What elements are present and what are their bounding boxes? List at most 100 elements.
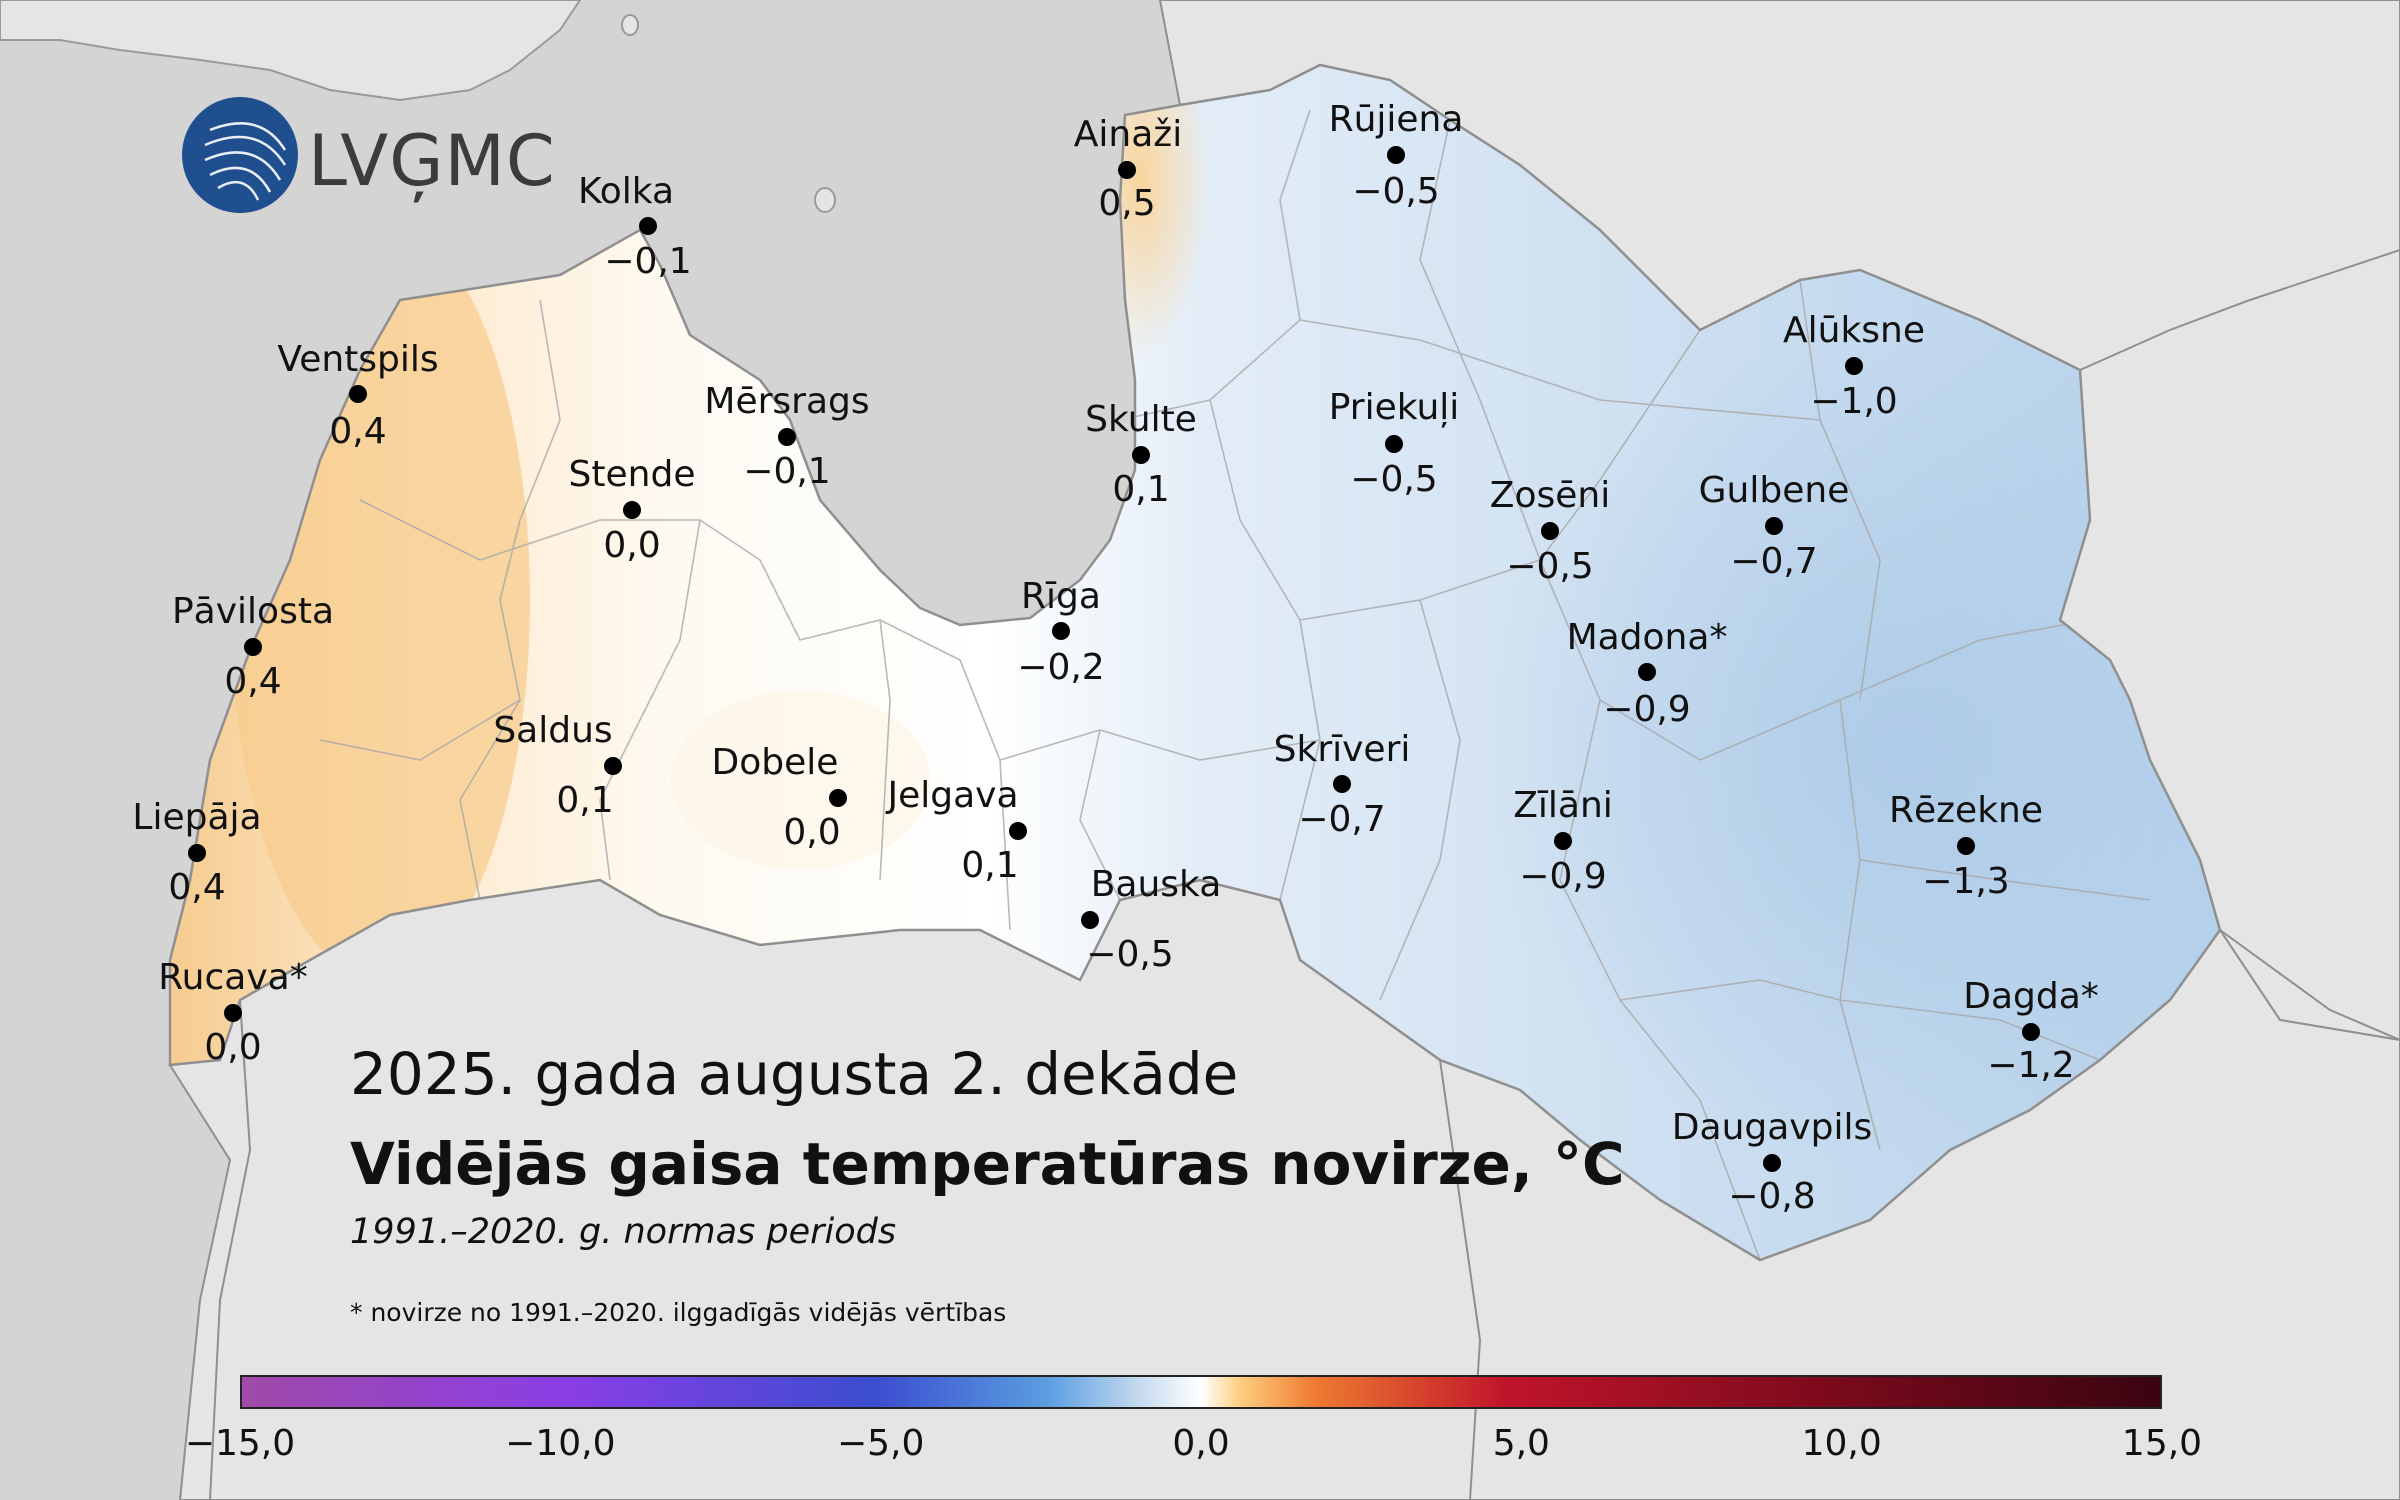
station-dot-daugavpils [1763,1154,1781,1172]
station-name-dobele: Dobele [711,742,839,783]
island-ruhnu [814,187,836,213]
municipal-borders [319,109,2151,1260]
scale-tick-label: 0,0 [1172,1423,1230,1464]
station-dot-zoseni [1541,522,1559,540]
station-value-gulbene: −0,7 [1730,541,1818,582]
station-dot-mersrags [778,428,796,446]
station-dot-dagda [2022,1023,2040,1041]
station-dot-pavilosta [244,638,262,656]
lvgmc-logo-text: LVĢMC [308,120,556,202]
station-name-mersrags: Mērsrags [704,381,870,422]
station-value-daugavpils: −0,8 [1728,1176,1816,1217]
station-dot-gulbene [1765,517,1783,535]
station-dot-madona [1638,663,1656,681]
border-lithuania-belarus [1439,1059,1482,1500]
station-name-ventspils: Ventspils [277,339,439,380]
station-name-saldus: Saldus [493,710,613,751]
station-name-aluksne: Alūksne [1782,310,1926,351]
station-dot-ainazi [1118,161,1136,179]
scale-tick-label: 10,0 [1801,1423,1882,1464]
scale-tick-label: 5,0 [1492,1423,1550,1464]
station-value-skriveri: −0,7 [1298,799,1386,840]
title-norm-period: 1991.–2020. g. normas periods [350,1212,897,1252]
station-value-ainazi: 0,5 [1098,183,1156,224]
station-value-zilani: −0,9 [1519,856,1607,897]
station-name-dagda: Dagda* [1963,976,2099,1017]
station-dot-riga [1052,622,1070,640]
station-value-riga: −0,2 [1017,647,1105,688]
station-value-priekuli: −0,5 [1350,459,1438,500]
station-value-saldus: 0,1 [556,780,614,821]
station-name-kolka: Kolka [577,171,675,212]
station-value-dobele: 0,0 [783,812,841,853]
border-estonia-russia [2079,249,2400,371]
station-name-zilani: Zīlāni [1513,785,1613,826]
station-dots [188,146,2040,1172]
station-dot-rezekne [1957,837,1975,855]
title-main: Vidējās gaisa temperatūras novirze, °C [350,1130,1625,1198]
station-dot-rujiena [1387,146,1405,164]
station-dot-liepaja [188,844,206,862]
station-value-rucava: 0,0 [204,1027,262,1068]
station-name-rucava: Rucava* [158,957,308,998]
station-value-zoseni: −0,5 [1506,546,1594,587]
station-name-skriveri: Skrīveri [1273,729,1411,770]
footnote: * novirze no 1991.–2020. ilggadīgās vidē… [350,1298,1007,1327]
island-small [621,14,639,36]
station-value-skulte: 0,1 [1112,469,1170,510]
station-name-zoseni: Zosēni [1489,475,1611,516]
title-period: 2025. gada augusta 2. dekāde [350,1040,1239,1108]
station-value-dagda: −1,2 [1987,1045,2075,1086]
station-dot-rucava [224,1004,242,1022]
station-dot-saldus [604,757,622,775]
station-name-rujiena: Rūjiena [1328,99,1464,140]
border-coast-south [209,999,252,1500]
station-dot-bauska [1081,911,1099,929]
station-name-riga: Rīga [1021,576,1101,617]
station-name-bauska: Bauska [1090,864,1222,905]
station-value-madona: −0,9 [1603,689,1691,730]
scale-tick-label: 15,0 [2121,1423,2203,1464]
station-dot-aluksne [1845,357,1863,375]
station-value-bauska: −0,5 [1086,934,1174,975]
station-value-kolka: −0,1 [604,241,692,282]
lvgmc-logo-emblem [182,97,298,213]
station-name-rezekne: Rēzekne [1888,790,2044,831]
station-dot-skriveri [1333,775,1351,793]
station-value-stende: 0,0 [603,525,661,566]
station-name-madona: Madona* [1566,617,1728,658]
station-name-jelgava: Jelgava [887,775,1019,816]
border-russia-belarus [2219,929,2400,1041]
station-value-mersrags: −0,1 [743,451,831,492]
scale-tick-label: −10,0 [505,1423,616,1464]
station-value-pavilosta: 0,4 [224,661,282,702]
station-dot-dobele [829,789,847,807]
color-scale-bar [240,1375,2162,1409]
station-value-rujiena: −0,5 [1352,171,1440,212]
station-dot-stende [623,501,641,519]
station-dot-zilani [1554,832,1572,850]
scale-tick-label: −5,0 [836,1423,925,1464]
scale-tick-label: −15,0 [184,1423,296,1464]
station-value-aluksne: −1,0 [1810,381,1898,422]
station-dot-kolka [639,217,657,235]
station-value-jelgava: 0,1 [961,845,1019,886]
station-value-liepaja: 0,4 [168,867,226,908]
station-name-stende: Stende [568,454,696,495]
station-name-ainazi: Ainaži [1073,114,1183,155]
station-value-rezekne: −1,3 [1922,861,2010,902]
station-dot-skulte [1132,446,1150,464]
station-dot-jelgava [1009,822,1027,840]
island-saaremaa [0,0,582,102]
station-name-priekuli: Priekuļi [1328,387,1460,428]
station-dot-ventspils [349,385,367,403]
station-name-gulbene: Gulbene [1698,470,1850,511]
station-name-daugavpils: Daugavpils [1671,1107,1873,1148]
station-value-ventspils: 0,4 [329,411,387,452]
station-name-skulte: Skulte [1085,399,1197,440]
station-name-pavilosta: Pāvilosta [171,591,335,632]
station-dot-priekuli [1385,435,1403,453]
station-name-liepaja: Liepāja [132,797,262,838]
